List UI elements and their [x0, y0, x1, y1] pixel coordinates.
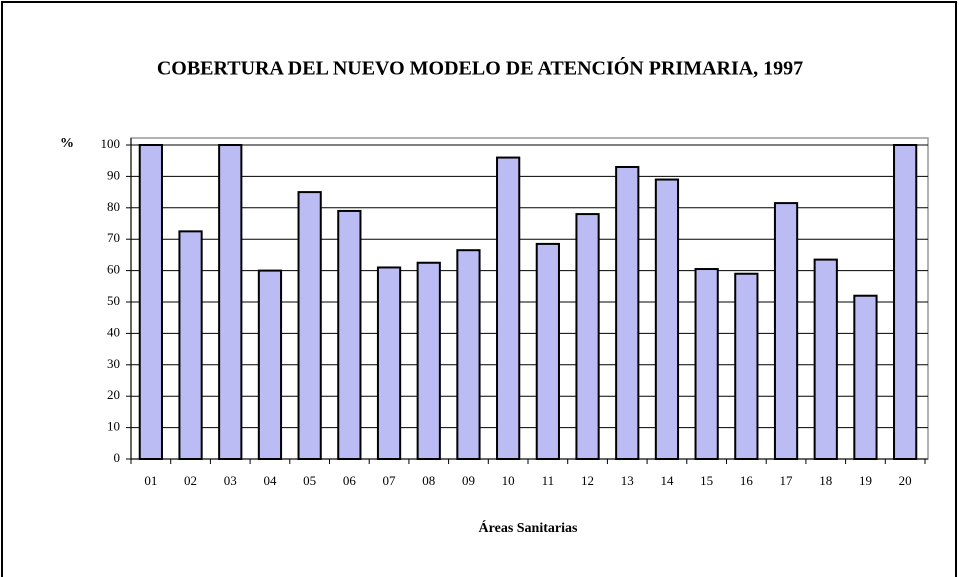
x-tick-label: 13 [621, 473, 634, 488]
bar [138, 144, 163, 460]
y-tick-label: 80 [107, 199, 120, 214]
bar [893, 144, 918, 460]
x-tick-label: 14 [660, 473, 674, 488]
chart-title: COBERTURA DEL NUEVO MODELO DE ATENCIÓN P… [157, 56, 803, 80]
x-tick-label: 17 [780, 473, 794, 488]
bar [535, 242, 560, 460]
bar [813, 258, 838, 460]
x-tick-label: 06 [343, 473, 357, 488]
y-tick-label: 40 [107, 324, 120, 339]
bar [615, 165, 640, 460]
bar [575, 213, 600, 460]
bar [416, 261, 441, 460]
x-tick-label: 16 [740, 473, 754, 488]
bar [654, 178, 680, 460]
y-tick-label: 30 [107, 356, 120, 371]
x-tick-label: 07 [383, 473, 397, 488]
y-tick-label: 90 [107, 167, 120, 182]
bar [853, 294, 878, 460]
x-axis-title: Áreas Sanitarias [479, 519, 578, 536]
x-tick-label: 01 [144, 473, 157, 488]
y-tick-label: 0 [114, 450, 121, 465]
y-axis-title: % [60, 136, 74, 151]
x-tick-label: 11 [542, 473, 555, 488]
y-tick-label: 50 [107, 293, 120, 308]
bar [297, 191, 322, 460]
x-tick-label: 19 [859, 473, 872, 488]
bar [496, 156, 521, 460]
x-tick-label: 05 [303, 473, 316, 488]
bar [694, 268, 719, 460]
y-tick-label: 10 [107, 419, 120, 434]
bar [376, 266, 402, 460]
bar [178, 230, 203, 460]
y-tick-label: 100 [101, 136, 121, 151]
bar [337, 209, 362, 460]
y-tick-label: 60 [107, 262, 120, 277]
y-tick-label: 70 [107, 230, 120, 245]
x-tick-label: 03 [224, 473, 237, 488]
x-tick-label: 02 [184, 473, 197, 488]
y-tick-label: 20 [107, 387, 120, 402]
x-tick-label: 12 [581, 473, 594, 488]
x-tick-label: 20 [899, 473, 912, 488]
bar [734, 272, 759, 460]
bar [257, 269, 283, 460]
x-tick-label: 08 [422, 473, 435, 488]
x-tick-label: 15 [700, 473, 713, 488]
bar [773, 202, 799, 460]
x-tick-label: 04 [263, 473, 277, 488]
x-tick-label: 09 [462, 473, 475, 488]
x-tick-label: 10 [502, 473, 515, 488]
bar [218, 144, 243, 460]
bar [456, 249, 481, 460]
plot-area [130, 137, 929, 460]
x-tick-label: 18 [819, 473, 832, 488]
